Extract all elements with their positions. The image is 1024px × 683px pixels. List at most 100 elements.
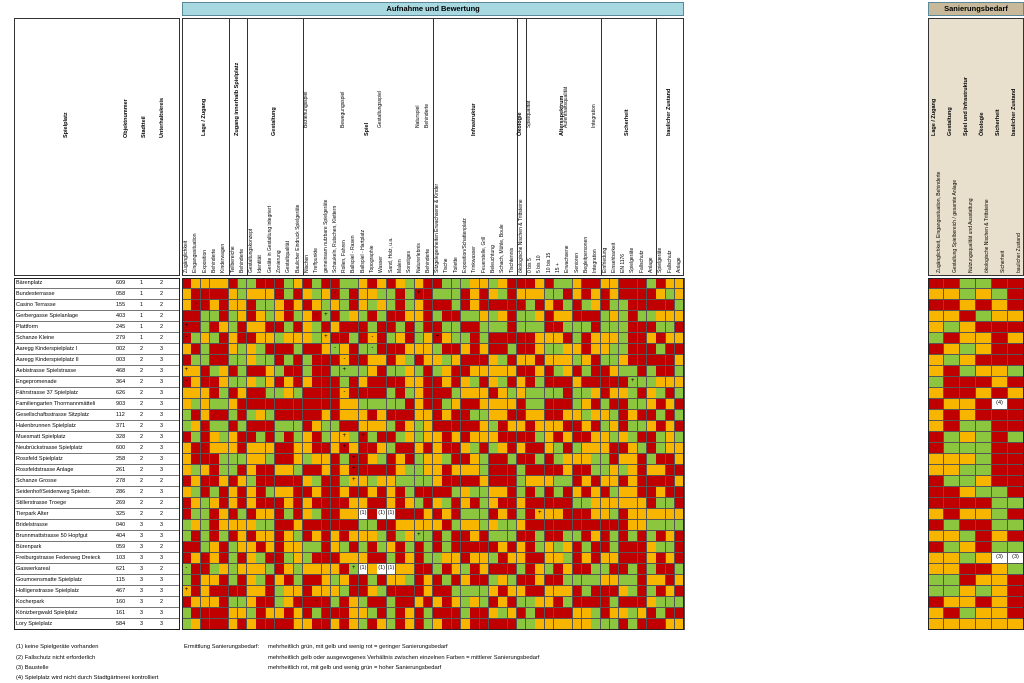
sanierung-cell (992, 432, 1008, 443)
rating-cell (395, 553, 406, 564)
row-st: 3 (140, 533, 144, 539)
sanierung-cell (992, 597, 1008, 608)
rating-cell (247, 575, 257, 586)
sanierung-cell (992, 608, 1008, 619)
row-name: Gerbergasse Spielanlage (16, 313, 79, 319)
rating-cell (330, 278, 341, 289)
sanierung-cell (992, 520, 1008, 531)
rating-cell (284, 322, 294, 333)
rating-cell (228, 564, 239, 575)
rating-cell (656, 575, 666, 586)
group-divider (433, 18, 435, 276)
rating-cell (451, 443, 462, 454)
rating-cell (526, 355, 536, 366)
rating-cell (395, 443, 406, 454)
rating-cell (526, 300, 536, 311)
row-uk: 3 (160, 434, 164, 440)
rating-cell (470, 366, 480, 377)
rating-cell (395, 377, 406, 388)
rating-cell (302, 498, 313, 509)
sanierung-cell (928, 564, 944, 575)
rating-cell (563, 487, 573, 498)
rating-cell (544, 432, 555, 443)
row-obj: 584 (116, 621, 126, 627)
sanierung-cell (976, 476, 992, 487)
rating-cell (572, 542, 583, 553)
rating-cell (395, 322, 406, 333)
rating-cell (609, 399, 620, 410)
row-uk: 3 (160, 522, 164, 528)
rating-cell (256, 586, 267, 597)
rating-cell (330, 498, 341, 509)
rating-cell (321, 443, 332, 454)
rating-cell (479, 608, 490, 619)
rating-cell (368, 586, 378, 597)
rating-cell (377, 531, 387, 542)
row-st: 3 (140, 621, 144, 627)
rating-cell (256, 300, 267, 311)
rating-cell (302, 553, 313, 564)
sanierung-cell (928, 465, 944, 476)
sanierung-cell (928, 366, 944, 377)
rating-cell (488, 608, 499, 619)
sanierung-cell (944, 311, 960, 322)
column-label: Feuerstelle, Grill (480, 236, 487, 273)
rating-cell (247, 597, 257, 608)
rating-cell (275, 344, 285, 355)
rating-cell (358, 531, 369, 542)
rating-cell (433, 509, 443, 520)
rating-cell (600, 443, 611, 454)
column-label: 5 bis 10 (536, 255, 543, 273)
rating-cell (535, 608, 546, 619)
rating-cell (479, 377, 490, 388)
rating-cell (433, 608, 443, 619)
rating-cell (637, 586, 648, 597)
column-label: Topographie (369, 245, 375, 273)
rating-cell (200, 355, 211, 366)
row-st: 3 (140, 577, 144, 583)
rating-cell (544, 399, 555, 410)
rating-cell (591, 289, 601, 300)
rating-cell (377, 377, 387, 388)
rating-cell (526, 399, 536, 410)
rating-cell (498, 575, 508, 586)
sanierung-cell (944, 344, 960, 355)
rating-cell (228, 300, 239, 311)
rating-cell (433, 377, 443, 388)
sanierung-cell (992, 366, 1008, 377)
rating-cell (321, 465, 332, 476)
column-label: Schach, Mühle, Boule (499, 224, 506, 273)
rating-cell (377, 300, 387, 311)
sanierung-cell (928, 542, 944, 553)
rating-cell (600, 311, 611, 322)
rating-cell (637, 355, 648, 366)
rating-cell (377, 487, 387, 498)
rating-cell (488, 597, 499, 608)
rating-cell (572, 443, 583, 454)
rating-cell (479, 421, 490, 432)
rating-cell (498, 586, 508, 597)
rating-cell (386, 300, 397, 311)
row-obj: 155 (116, 302, 126, 308)
sanierung-cell (976, 454, 992, 465)
rating-cell (479, 465, 490, 476)
rating-cell (554, 454, 564, 465)
rating-cell (526, 322, 536, 333)
rating-cell (544, 509, 555, 520)
rating-cell (293, 344, 304, 355)
column-label: Zugänglichkeit (183, 240, 189, 273)
rating-cell (442, 333, 453, 344)
rating-cell (665, 399, 676, 410)
rating-cell (265, 575, 276, 586)
rating-cell (665, 344, 676, 355)
sanierung-cell (944, 564, 960, 575)
rating-cell (228, 498, 239, 509)
rating-cell (507, 487, 518, 498)
sanierung-cell (928, 333, 944, 344)
rating-cell (637, 498, 648, 509)
rating-cell (423, 498, 434, 509)
rating-cell (554, 322, 564, 333)
rating-cell (628, 443, 639, 454)
rating-cell (395, 300, 406, 311)
rating-cell (247, 564, 257, 575)
